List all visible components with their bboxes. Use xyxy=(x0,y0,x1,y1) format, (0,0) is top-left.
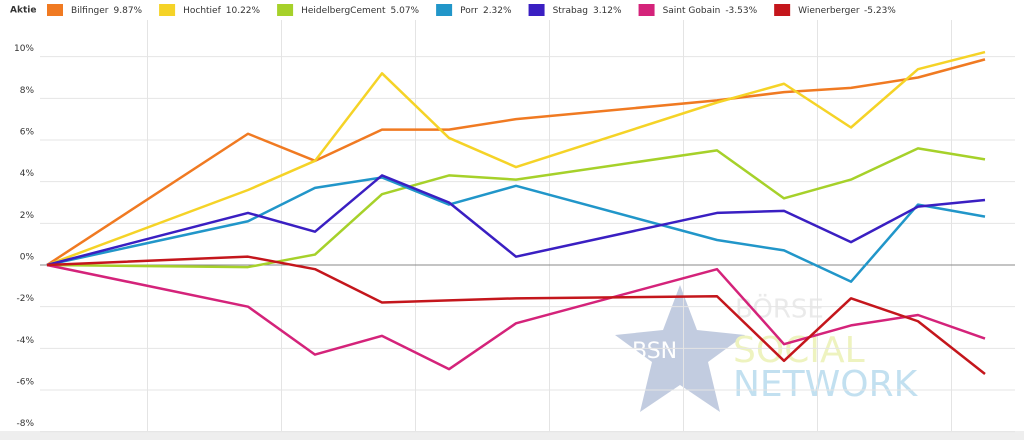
legend-label: Porr 2.32% xyxy=(460,6,512,16)
legend-swatch xyxy=(774,4,791,16)
legend-name: Hochtief xyxy=(183,6,221,16)
legend-label: Wienerberger -5.23% xyxy=(798,6,896,16)
legend-name: HeidelbergCement xyxy=(301,6,386,16)
y-tick-label: -6% xyxy=(16,378,34,388)
legend-name: Strabag xyxy=(553,6,588,16)
legend-label: HeidelbergCement 5.07% xyxy=(301,6,419,16)
legend-value: 9.87% xyxy=(114,6,143,16)
legend-swatch xyxy=(528,4,545,16)
y-tick-label: 0% xyxy=(20,253,35,263)
chart-title: Aktie xyxy=(10,6,36,16)
y-tick-label: -8% xyxy=(16,419,34,429)
legend-swatch xyxy=(638,4,655,16)
watermark-text: BSN xyxy=(632,339,677,364)
y-tick-label: -4% xyxy=(16,336,34,346)
series-line xyxy=(46,263,986,371)
legend-label: Strabag 3.12% xyxy=(553,6,622,16)
y-tick-label: 2% xyxy=(20,211,35,221)
watermark-text: NETWORK xyxy=(733,364,919,405)
legend-name: Saint Gobain xyxy=(663,6,721,16)
bottom-band xyxy=(0,431,1024,440)
legend-value: 10.22% xyxy=(226,6,261,16)
legend-swatch xyxy=(436,4,453,16)
legend-value: 2.32% xyxy=(483,6,512,16)
series-line xyxy=(46,255,986,375)
watermark-text: BÖRSE xyxy=(735,293,824,325)
y-tick-label: 8% xyxy=(20,86,35,96)
series-line xyxy=(46,174,986,267)
y-tick-label: 10% xyxy=(14,44,34,54)
series-line xyxy=(46,176,986,283)
legend-value: 3.12% xyxy=(593,6,622,16)
legend-swatch xyxy=(159,4,176,16)
y-tick-label: 4% xyxy=(20,169,35,179)
legend-label: Saint Gobain -3.53% xyxy=(663,6,758,16)
legend-label: Bilfinger 9.87% xyxy=(71,6,143,16)
legend-name: Wienerberger xyxy=(798,6,860,16)
legend-name: Porr xyxy=(460,6,478,16)
legend-value: -3.53% xyxy=(725,6,757,16)
watermark-text: SOCIAL xyxy=(733,330,865,371)
y-tick-label: 6% xyxy=(20,128,35,138)
series-line xyxy=(46,147,986,269)
legend-swatch xyxy=(277,4,294,16)
series-line xyxy=(46,50,986,267)
y-tick-label: -2% xyxy=(16,294,34,304)
legend-swatch xyxy=(47,4,63,16)
legend-value: -5.23% xyxy=(864,6,896,16)
series-line xyxy=(46,58,986,267)
legend-value: 5.07% xyxy=(391,6,420,16)
legend-name: Bilfinger xyxy=(71,6,109,16)
legend-label: Hochtief 10.22% xyxy=(183,6,260,16)
